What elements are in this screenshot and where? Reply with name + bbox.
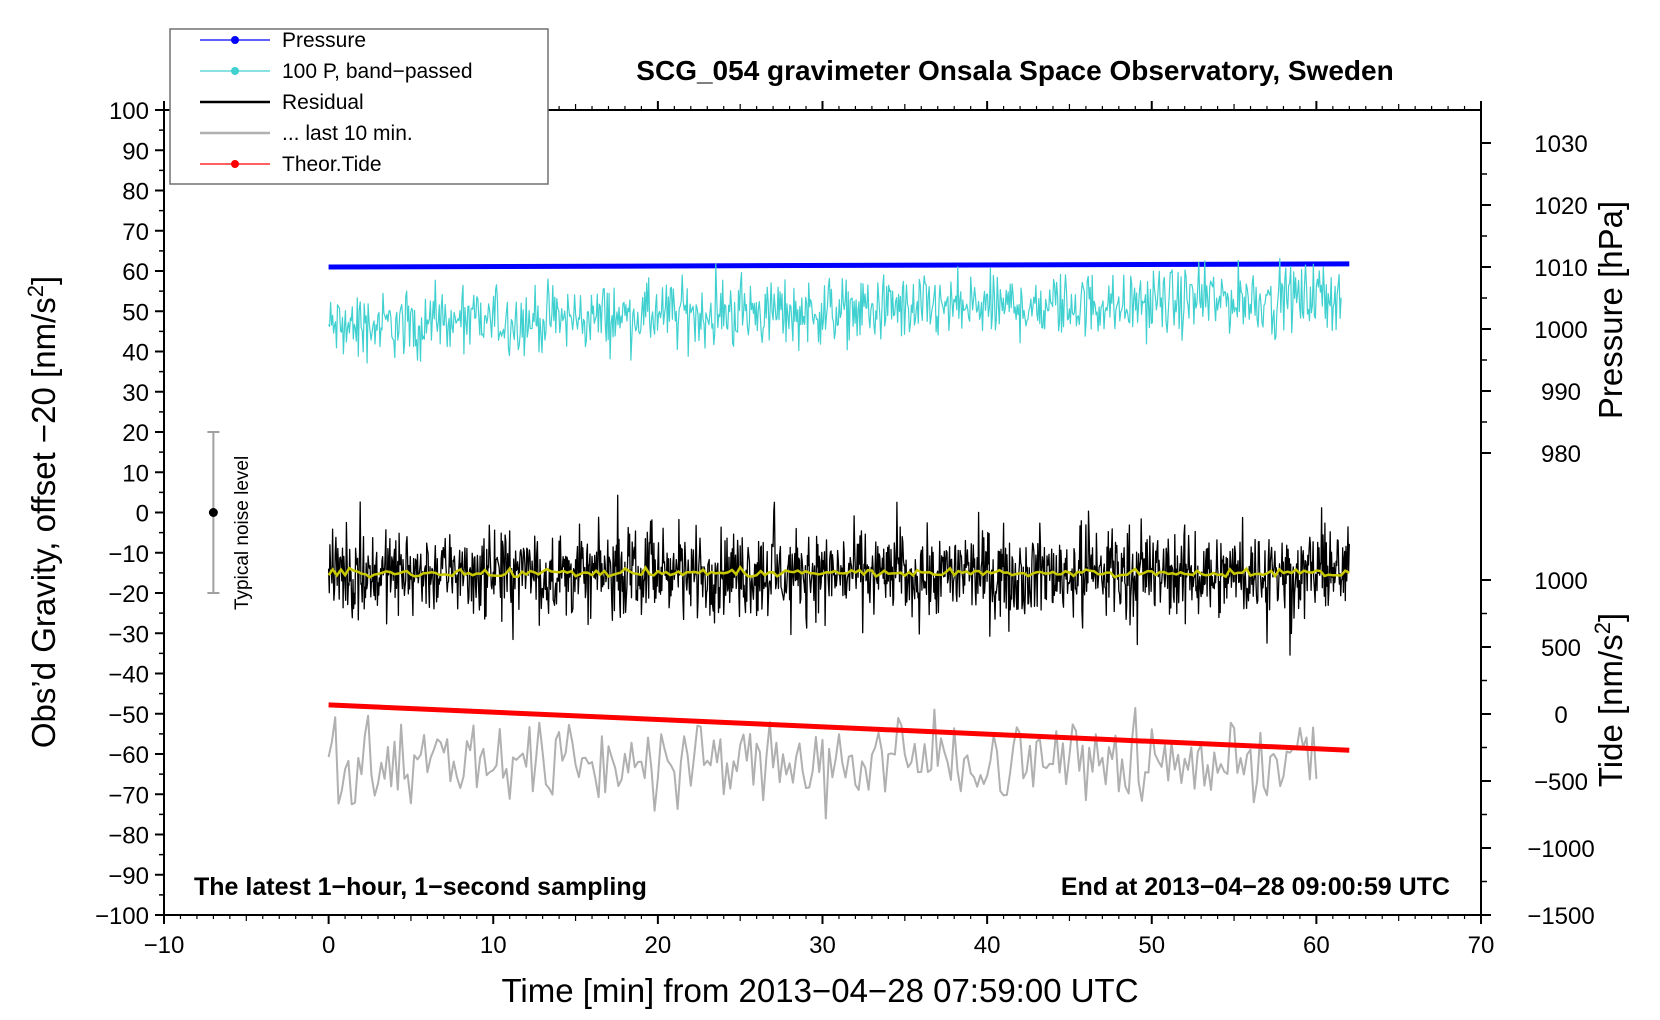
tide-axis-label: Tide [nm/s2] [1590,613,1630,787]
noise-level-label: Typical noise level [232,456,253,610]
y-tick-label: −40 [108,662,149,689]
tide-tick-label: 500 [1541,635,1581,662]
pressure-tick-label: 1030 [1534,131,1587,158]
tide-axis-label-sup: 2 [1590,622,1615,634]
legend-label: Theor.Tide [282,153,382,176]
y-tick-label: 50 [122,299,149,326]
x-tick-label: 10 [480,932,507,959]
tide-axis-label-text: Tide [nm/s [1592,634,1629,787]
legend-label: Residual [282,91,364,114]
y-tick-label: 100 [109,98,149,125]
y-axis-label-text: Obs’d Gravity, offset −20 [nm/s [25,297,62,748]
y-tick-label: 70 [122,219,149,246]
tide-tick-label: 0 [1554,702,1567,729]
y-tick-label: −50 [108,702,149,729]
y-axis-label-tail: ] [25,276,62,285]
tide-axis-ticks: −1500 −1000 −500 0 500 1000 [1481,568,1595,930]
x-tick-label: 60 [1303,932,1330,959]
residual-smoothed-line [327,565,1350,579]
y-axis-label: Obs’d Gravity, offset −20 [nm/s2] [23,276,63,748]
x-tick-label: 70 [1468,932,1495,959]
series-layer [327,258,1350,820]
y-tick-label: −70 [108,782,149,809]
y-tick-label: −100 [95,903,149,930]
tide-tick-label: −1500 [1527,903,1594,930]
x-tick-label: 0 [322,932,335,959]
pressure-series-line [328,261,1350,270]
y-tick-label: 0 [136,501,149,528]
bandpassed-pressure-line [328,258,1342,364]
y-tick-label: 20 [122,420,149,447]
tide-axis-label-tail: ] [1592,613,1629,622]
pressure-tick-label: 1000 [1534,317,1587,344]
y-tick-label: −30 [108,621,149,648]
tide-tick-label: 1000 [1534,568,1587,595]
y-tick-label: 90 [122,138,149,165]
legend-label: Pressure [282,29,366,52]
pressure-tick-label: 990 [1541,379,1581,406]
x-tick-label: 40 [974,932,1001,959]
y-tick-label: −20 [108,581,149,608]
noise-bar-center-dot [208,508,218,517]
y-tick-label: 80 [122,179,149,206]
y-tick-label: −60 [108,742,149,769]
legend-label: 100 P, band−passed [282,60,473,83]
legend-marker [231,160,239,168]
pressure-axis-label: Pressure [hPa] [1592,201,1629,419]
x-tick-label: −10 [144,932,185,959]
tide-tick-label: −1000 [1527,836,1594,863]
annotation-left: The latest 1−hour, 1−second sampling [194,873,647,901]
tide-tick-label: −500 [1534,769,1588,796]
y-tick-label: 40 [122,340,149,367]
pressure-axis-ticks: 980 990 1000 1010 1020 1030 [1481,131,1588,468]
gravity-axis-ticks: 1009080706050403020100−10−20−30−40−50−60… [95,98,164,930]
x-axis-label: Time [min] from 2013−04−28 07:59:00 UTC [501,972,1138,1009]
noise-level-indicator: Typical noise level [207,431,253,610]
chart-title: SCG_054 gravimeter Onsala Space Observat… [636,55,1393,86]
y-tick-label: 60 [122,259,149,286]
legend-marker [231,36,239,44]
y-tick-label: −10 [108,541,149,568]
x-tick-label: 30 [809,932,836,959]
legend-box [169,28,549,185]
theoretical-tide-line [328,702,1350,753]
pressure-tick-label: 1020 [1534,193,1587,220]
y-tick-label: −90 [108,863,149,890]
pressure-tick-label: 980 [1541,441,1581,468]
pressure-tick-label: 1010 [1534,255,1587,282]
legend-marker [231,67,239,75]
y-tick-label: 30 [122,380,149,407]
y-axis-label-sup: 2 [23,285,48,297]
y-tick-label: 10 [122,460,149,487]
x-tick-label: 20 [645,932,672,959]
legend: Pressure 100 P, band−passed Residual ... la… [169,28,549,185]
legend-label: ... last 10 min. [282,122,413,145]
residual-line [327,494,1350,656]
plot-frame [163,109,1482,916]
last-10-min-line [327,707,1318,820]
x-tick-label: 50 [1138,932,1165,959]
annotation-right: End at 2013−04−28 09:00:59 UTC [1061,873,1450,901]
time-axis-ticks: −10 0 10 20 30 40 50 60 70 [144,101,1495,959]
y-tick-label: −80 [108,823,149,850]
